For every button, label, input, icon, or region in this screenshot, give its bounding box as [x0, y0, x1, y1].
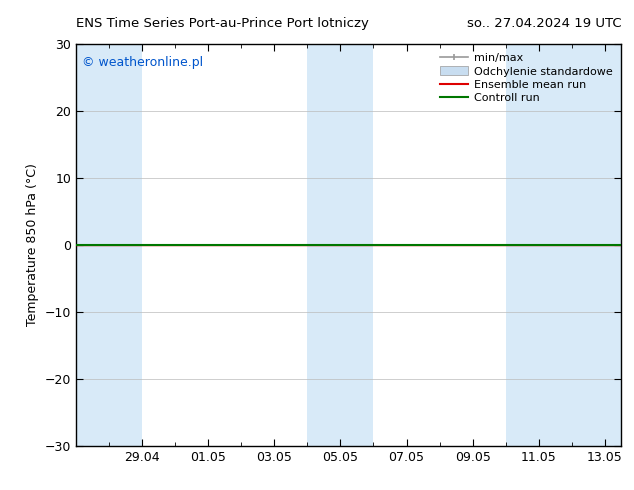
Text: © weatheronline.pl: © weatheronline.pl: [82, 56, 203, 69]
Text: ENS Time Series Port-au-Prince Port lotniczy: ENS Time Series Port-au-Prince Port lotn…: [76, 17, 369, 30]
Bar: [307, 44, 373, 446]
Bar: [76, 44, 142, 446]
Text: so.. 27.04.2024 19 UTC: so.. 27.04.2024 19 UTC: [467, 17, 621, 30]
Y-axis label: Temperature 850 hPa (°C): Temperature 850 hPa (°C): [26, 164, 39, 326]
Bar: [506, 44, 621, 446]
Legend: min/max, Odchylenie standardowe, Ensemble mean run, Controll run: min/max, Odchylenie standardowe, Ensembl…: [437, 49, 616, 106]
